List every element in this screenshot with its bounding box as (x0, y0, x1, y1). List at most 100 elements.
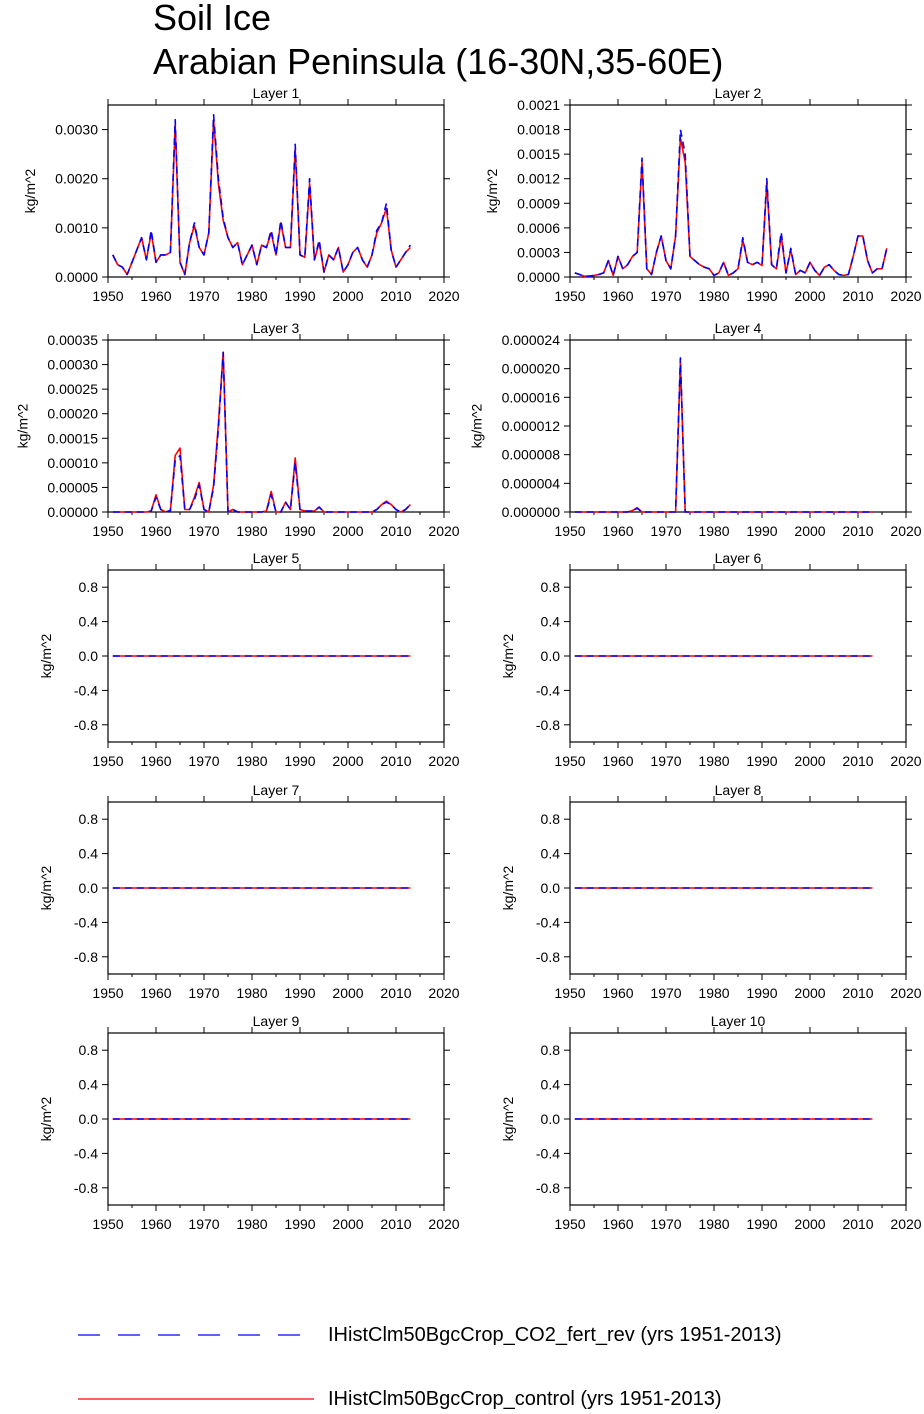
chart-panel-2: Layer 2 1950 1960 1970 1980 1990 2000 2010 2020 0… (484, 85, 922, 304)
x-tick-label: 2020 (428, 985, 459, 1001)
x-tick-label: 1970 (650, 523, 681, 539)
y-tick-label: 0.00010 (47, 455, 98, 471)
x-tick-label: 2010 (842, 523, 873, 539)
x-tick-label: 1970 (188, 753, 219, 769)
x-tick-label: 1950 (554, 288, 585, 304)
y-tick-label: 0.8 (541, 811, 561, 827)
y-tick-label: 0.8 (541, 1042, 561, 1058)
x-tick-label: 1960 (140, 1216, 171, 1232)
series-line-co2-fert-rev (112, 114, 412, 276)
y-axis-label: kg/m^2 (22, 168, 38, 213)
x-tick-label: 2010 (380, 985, 411, 1001)
x-tick-label: 2020 (428, 753, 459, 769)
x-tick-label: 2010 (380, 1216, 411, 1232)
chart-panel-3: Layer 3 1950 1960 1970 1980 1990 2000 2010 2020 0… (14, 320, 459, 539)
y-tick-label: 0.00035 (47, 332, 98, 348)
x-tick-label: 1950 (92, 523, 123, 539)
x-tick-label: 1950 (554, 985, 585, 1001)
chart-panel-1: Layer 1 1950 1960 1970 1980 1990 2000 2010 2020 0… (22, 85, 460, 304)
chart-panel-6: Layer 6 1950 1960 1970 1980 1990 2000 2010 2020 -… (500, 550, 922, 769)
y-tick-label: 0.000000 (502, 504, 561, 520)
x-tick-label: 1980 (698, 1216, 729, 1232)
chart-panel-7: Layer 7 1950 1960 1970 1980 1990 2000 2010 2020 -… (38, 782, 460, 1001)
x-tick-label: 2000 (332, 523, 363, 539)
y-axis-label: kg/m^2 (500, 865, 516, 910)
x-tick-label: 1990 (746, 985, 777, 1001)
series-line-co2-fert-rev (112, 351, 411, 513)
panel-title: Layer 2 (715, 85, 762, 101)
x-tick-label: 2000 (332, 1216, 363, 1232)
x-tick-label: 1960 (602, 753, 633, 769)
y-axis-label: kg/m^2 (469, 403, 485, 448)
x-tick-label: 1990 (284, 985, 315, 1001)
y-tick-label: 0.000024 (502, 332, 561, 348)
y-axis-label: kg/m^2 (38, 633, 54, 678)
series-line-control (112, 351, 411, 513)
y-tick-label: 0.0020 (55, 171, 98, 187)
y-tick-label: -0.4 (536, 914, 560, 930)
x-tick-label: 2020 (428, 1216, 459, 1232)
y-tick-label: -0.8 (536, 717, 560, 733)
x-tick-label: 2020 (890, 288, 921, 304)
legend-entry-dashed: IHistClm50BgcCrop_CO2_fert_rev (yrs 1951… (76, 1320, 896, 1350)
y-axis-label: kg/m^2 (38, 865, 54, 910)
legend-label-dashed: IHistClm50BgcCrop_CO2_fert_rev (yrs 1951… (328, 1324, 782, 1346)
x-tick-label: 2000 (794, 753, 825, 769)
y-tick-label: 0.0 (79, 648, 99, 664)
x-tick-label: 1960 (602, 523, 633, 539)
series-line-co2-fert-rev (574, 357, 873, 513)
panel-title: Layer 4 (715, 320, 762, 336)
x-tick-label: 1960 (602, 1216, 633, 1232)
x-tick-label: 1990 (746, 753, 777, 769)
y-tick-label: 0.000008 (502, 447, 561, 463)
x-tick-label: 1990 (746, 1216, 777, 1232)
chart-panel-9: Layer 9 1950 1960 1970 1980 1990 2000 2010 2020 -… (38, 1013, 460, 1232)
y-tick-label: 0.0012 (517, 171, 560, 187)
y-tick-label: 0.000012 (502, 418, 561, 434)
y-axis-label: kg/m^2 (484, 168, 500, 213)
y-axis-label: kg/m^2 (38, 1096, 54, 1141)
legend-swatch-solid (78, 1398, 314, 1400)
figure-title: Soil Ice (153, 0, 272, 38)
x-tick-label: 1980 (236, 753, 267, 769)
y-tick-label: 0.0003 (517, 244, 560, 260)
y-tick-label: 0.00030 (47, 357, 98, 373)
x-tick-label: 2010 (842, 288, 873, 304)
panel-title: Layer 10 (711, 1013, 766, 1029)
legend-swatch-dashed (78, 1334, 314, 1336)
x-tick-label: 1970 (188, 985, 219, 1001)
x-tick-label: 1970 (650, 288, 681, 304)
x-tick-label: 1990 (284, 523, 315, 539)
y-tick-label: 0.0 (541, 648, 561, 664)
panel-title: Layer 3 (253, 320, 300, 336)
x-tick-label: 2020 (428, 523, 459, 539)
x-tick-label: 1970 (188, 523, 219, 539)
y-tick-label: 0.0015 (517, 146, 560, 162)
series-line-control (574, 137, 888, 278)
x-tick-label: 1980 (698, 288, 729, 304)
x-tick-label: 2010 (380, 753, 411, 769)
x-tick-label: 1960 (602, 985, 633, 1001)
y-tick-label: 0.8 (79, 811, 99, 827)
y-tick-label: 0.8 (541, 579, 561, 595)
y-tick-label: 0.8 (79, 1042, 99, 1058)
x-tick-label: 2010 (380, 288, 411, 304)
x-tick-label: 1950 (92, 985, 123, 1001)
series-line-control (112, 118, 411, 276)
x-tick-label: 1950 (554, 523, 585, 539)
chart-grid: Layer 1 1950 1960 1970 1980 1990 2000 2010 2020 0… (14, 85, 922, 1232)
x-tick-label: 1990 (284, 1216, 315, 1232)
panel-title: Layer 5 (253, 550, 300, 566)
y-tick-label: 0.000016 (502, 389, 561, 405)
y-tick-label: -0.8 (536, 949, 560, 965)
y-tick-label: 0.4 (541, 846, 561, 862)
y-tick-label: -0.4 (74, 1145, 98, 1161)
y-tick-label: 0.0000 (55, 269, 98, 285)
plot-frame (569, 104, 907, 278)
x-tick-label: 1960 (140, 523, 171, 539)
y-tick-label: 0.0 (541, 1111, 561, 1127)
x-tick-label: 1990 (746, 288, 777, 304)
x-tick-label: 1970 (650, 985, 681, 1001)
y-axis-label: kg/m^2 (14, 403, 30, 448)
x-tick-label: 1950 (554, 1216, 585, 1232)
